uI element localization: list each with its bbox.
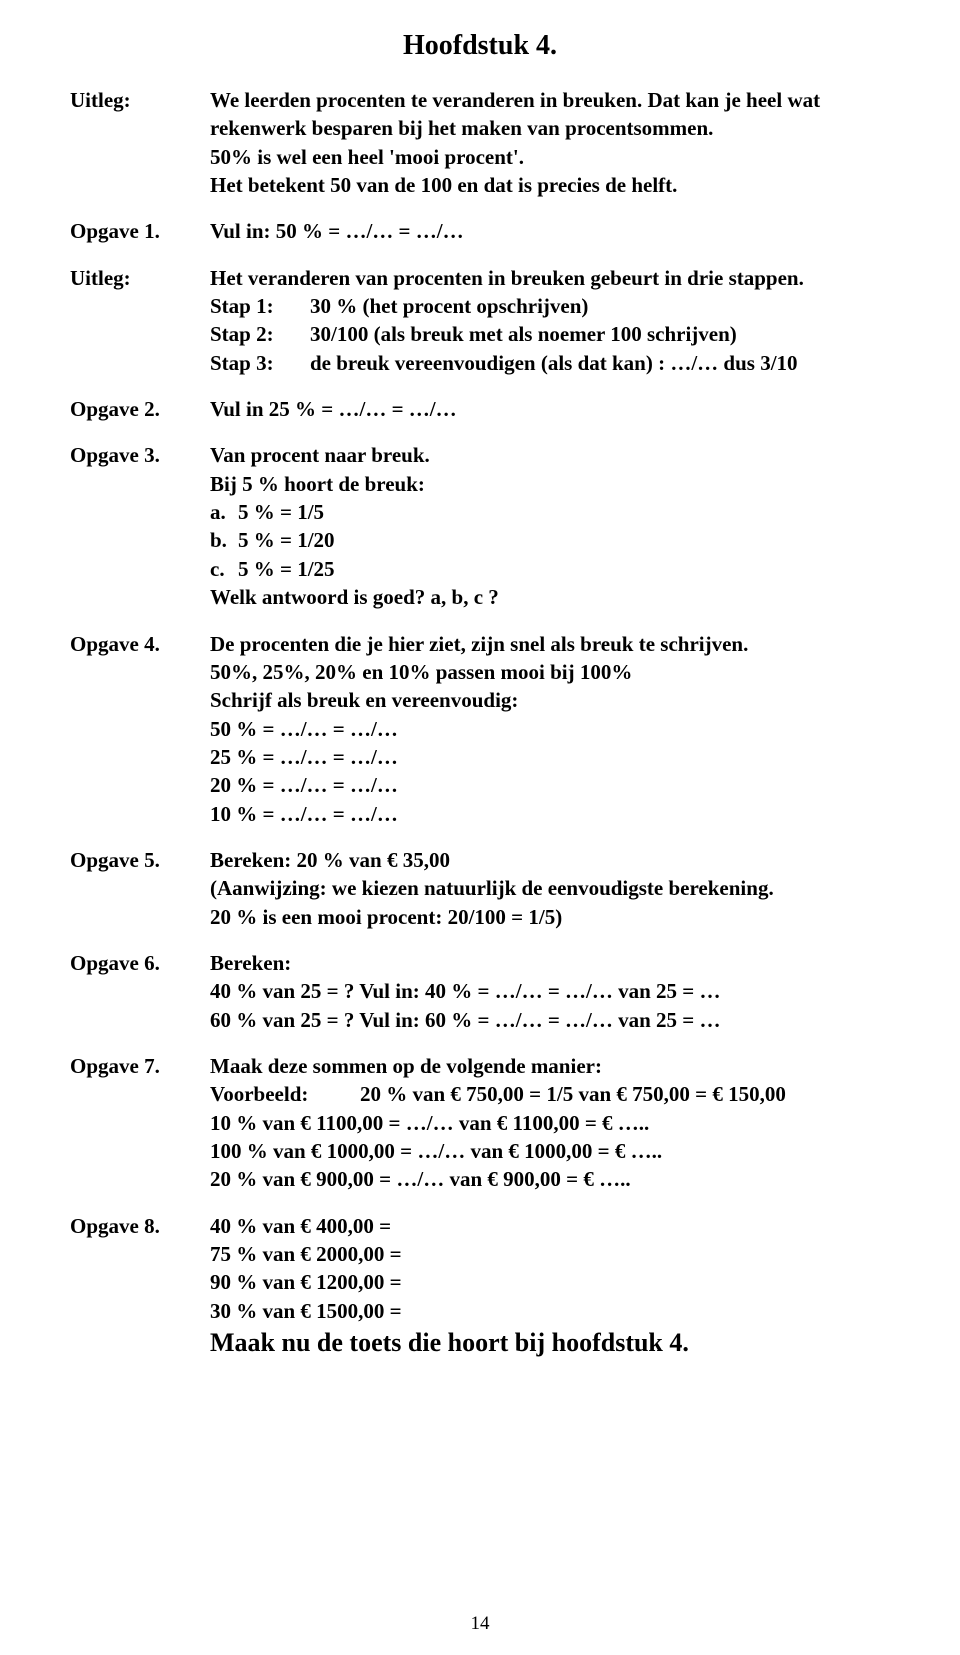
opgave-8: Opgave 8. 40 % van € 400,00 = 75 % van €… — [70, 1212, 890, 1360]
intro-line: 50% is wel een heel 'mooi procent'. — [210, 145, 524, 169]
opgave-3-line: Bij 5 % hoort de breuk: — [210, 472, 425, 496]
opgave-6-line: 40 % van 25 = ? Vul in: 40 % = …/… = …/…… — [210, 979, 721, 1003]
uitleg-lead: Het veranderen van procenten in breuken … — [210, 266, 804, 290]
page-document: Hoofdstuk 4. Uitleg: We leerden procente… — [0, 0, 960, 1655]
opgave-8-final: Maak nu de toets die hoort bij hoofdstuk… — [210, 1328, 689, 1357]
page-number: 14 — [0, 1613, 960, 1635]
opgave-6-content: Bereken: 40 % van 25 = ? Vul in: 40 % = … — [210, 949, 890, 1034]
opgave-7-eq: 100 % van € 1000,00 = …/… van € 1000,00 … — [210, 1139, 662, 1163]
opgave-2-text: Vul in 25 % = …/… = …/… — [210, 395, 890, 423]
intro-block: Uitleg: We leerden procenten te verander… — [70, 86, 890, 199]
voorbeeld-text: 20 % van € 750,00 = 1/5 van € 750,00 = €… — [360, 1080, 786, 1108]
steps-table: Stap 1: 30 % (het procent opschrijven) S… — [210, 292, 798, 377]
label-uitleg-2: Uitleg: — [70, 264, 210, 292]
opgave-4-eq: 50 % = …/… = …/… — [210, 717, 398, 741]
intro-line: We leerden procenten te veranderen in br… — [210, 88, 820, 112]
opgave-4-content: De procenten die je hier ziet, zijn snel… — [210, 630, 890, 828]
opgave-3-option-a: a.5 % = 1/5 — [210, 498, 890, 526]
opgave-4-eq: 10 % = …/… = …/… — [210, 802, 398, 826]
opgave-5-line: 20 % is een mooi procent: 20/100 = 1/5) — [210, 905, 562, 929]
opgave-6-line: 60 % van 25 = ? Vul in: 60 % = …/… = …/…… — [210, 1008, 721, 1032]
opgave-1: Opgave 1. Vul in: 50 % = …/… = …/… — [70, 217, 890, 245]
opgave-8-eq: 90 % van € 1200,00 = — [210, 1270, 402, 1294]
label-opgave-6: Opgave 6. — [70, 949, 210, 977]
option-a-letter: a. — [210, 498, 238, 526]
option-c-text: 5 % = 1/25 — [238, 557, 335, 581]
intro-text: We leerden procenten te veranderen in br… — [210, 86, 890, 199]
opgave-4-eq: 25 % = …/… = …/… — [210, 745, 398, 769]
label-opgave-8: Opgave 8. — [70, 1212, 210, 1240]
opgave-5: Opgave 5. Bereken: 20 % van € 35,00 (Aan… — [70, 846, 890, 931]
step-1-text: 30 % (het procent opschrijven) — [310, 292, 798, 320]
label-uitleg: Uitleg: — [70, 86, 210, 114]
uitleg-steps-content: Het veranderen van procenten in breuken … — [210, 264, 890, 377]
step-3-label: Stap 3: — [210, 349, 310, 377]
opgave-7-line: Maak deze sommen op de volgende manier: — [210, 1054, 602, 1078]
opgave-4-line: 50%, 25%, 20% en 10% passen mooi bij 100… — [210, 660, 632, 684]
opgave-3-option-b: b.5 % = 1/20 — [210, 526, 890, 554]
label-opgave-5: Opgave 5. — [70, 846, 210, 874]
step-3-text: de breuk vereenvoudigen (als dat kan) : … — [310, 349, 798, 377]
label-opgave-2: Opgave 2. — [70, 395, 210, 423]
voorbeeld-label: Voorbeeld: — [210, 1080, 360, 1108]
opgave-6-line: Bereken: — [210, 951, 291, 975]
opgave-3-content: Van procent naar breuk. Bij 5 % hoort de… — [210, 441, 890, 611]
step-2-label: Stap 2: — [210, 320, 310, 348]
opgave-8-eq: 40 % van € 400,00 = — [210, 1214, 391, 1238]
opgave-7-eq: 10 % van € 1100,00 = …/… van € 1100,00 =… — [210, 1111, 649, 1135]
label-opgave-4: Opgave 4. — [70, 630, 210, 658]
option-c-letter: c. — [210, 555, 238, 583]
opgave-8-eq: 30 % van € 1500,00 = — [210, 1299, 402, 1323]
chapter-title: Hoofdstuk 4. — [70, 30, 890, 62]
opgave-5-line: (Aanwijzing: we kiezen natuurlijk de een… — [210, 876, 774, 900]
opgave-4: Opgave 4. De procenten die je hier ziet,… — [70, 630, 890, 828]
opgave-8-content: 40 % van € 400,00 = 75 % van € 2000,00 =… — [210, 1212, 890, 1360]
opgave-4-eq: 20 % = …/… = …/… — [210, 773, 398, 797]
opgave-7-eq: 20 % van € 900,00 = …/… van € 900,00 = €… — [210, 1167, 631, 1191]
opgave-5-content: Bereken: 20 % van € 35,00 (Aanwijzing: w… — [210, 846, 890, 931]
uitleg-steps-block: Uitleg: Het veranderen van procenten in … — [70, 264, 890, 377]
opgave-1-text: Vul in: 50 % = …/… = …/… — [210, 217, 890, 245]
opgave-2: Opgave 2. Vul in 25 % = …/… = …/… — [70, 395, 890, 423]
opgave-7: Opgave 7. Maak deze sommen op de volgend… — [70, 1052, 890, 1194]
opgave-4-line: Schrijf als breuk en vereenvoudig: — [210, 688, 518, 712]
option-b-letter: b. — [210, 526, 238, 554]
step-1-label: Stap 1: — [210, 292, 310, 320]
opgave-3-question: Welk antwoord is goed? a, b, c ? — [210, 585, 499, 609]
opgave-4-line: De procenten die je hier ziet, zijn snel… — [210, 632, 748, 656]
option-b-text: 5 % = 1/20 — [238, 528, 335, 552]
step-2-text: 30/100 (als breuk met als noemer 100 sch… — [310, 320, 798, 348]
label-opgave-7: Opgave 7. — [70, 1052, 210, 1080]
opgave-5-line: Bereken: 20 % van € 35,00 — [210, 848, 450, 872]
option-a-text: 5 % = 1/5 — [238, 500, 324, 524]
opgave-7-content: Maak deze sommen op de volgende manier: … — [210, 1052, 890, 1194]
opgave-3-line: Van procent naar breuk. — [210, 443, 430, 467]
voorbeeld-row: Voorbeeld: 20 % van € 750,00 = 1/5 van €… — [210, 1080, 786, 1108]
intro-line: Het betekent 50 van de 100 en dat is pre… — [210, 173, 677, 197]
opgave-6: Opgave 6. Bereken: 40 % van 25 = ? Vul i… — [70, 949, 890, 1034]
opgave-3-option-c: c.5 % = 1/25 — [210, 555, 890, 583]
label-opgave-1: Opgave 1. — [70, 217, 210, 245]
opgave-8-eq: 75 % van € 2000,00 = — [210, 1242, 402, 1266]
intro-line: rekenwerk besparen bij het maken van pro… — [210, 116, 713, 140]
opgave-3: Opgave 3. Van procent naar breuk. Bij 5 … — [70, 441, 890, 611]
label-opgave-3: Opgave 3. — [70, 441, 210, 469]
